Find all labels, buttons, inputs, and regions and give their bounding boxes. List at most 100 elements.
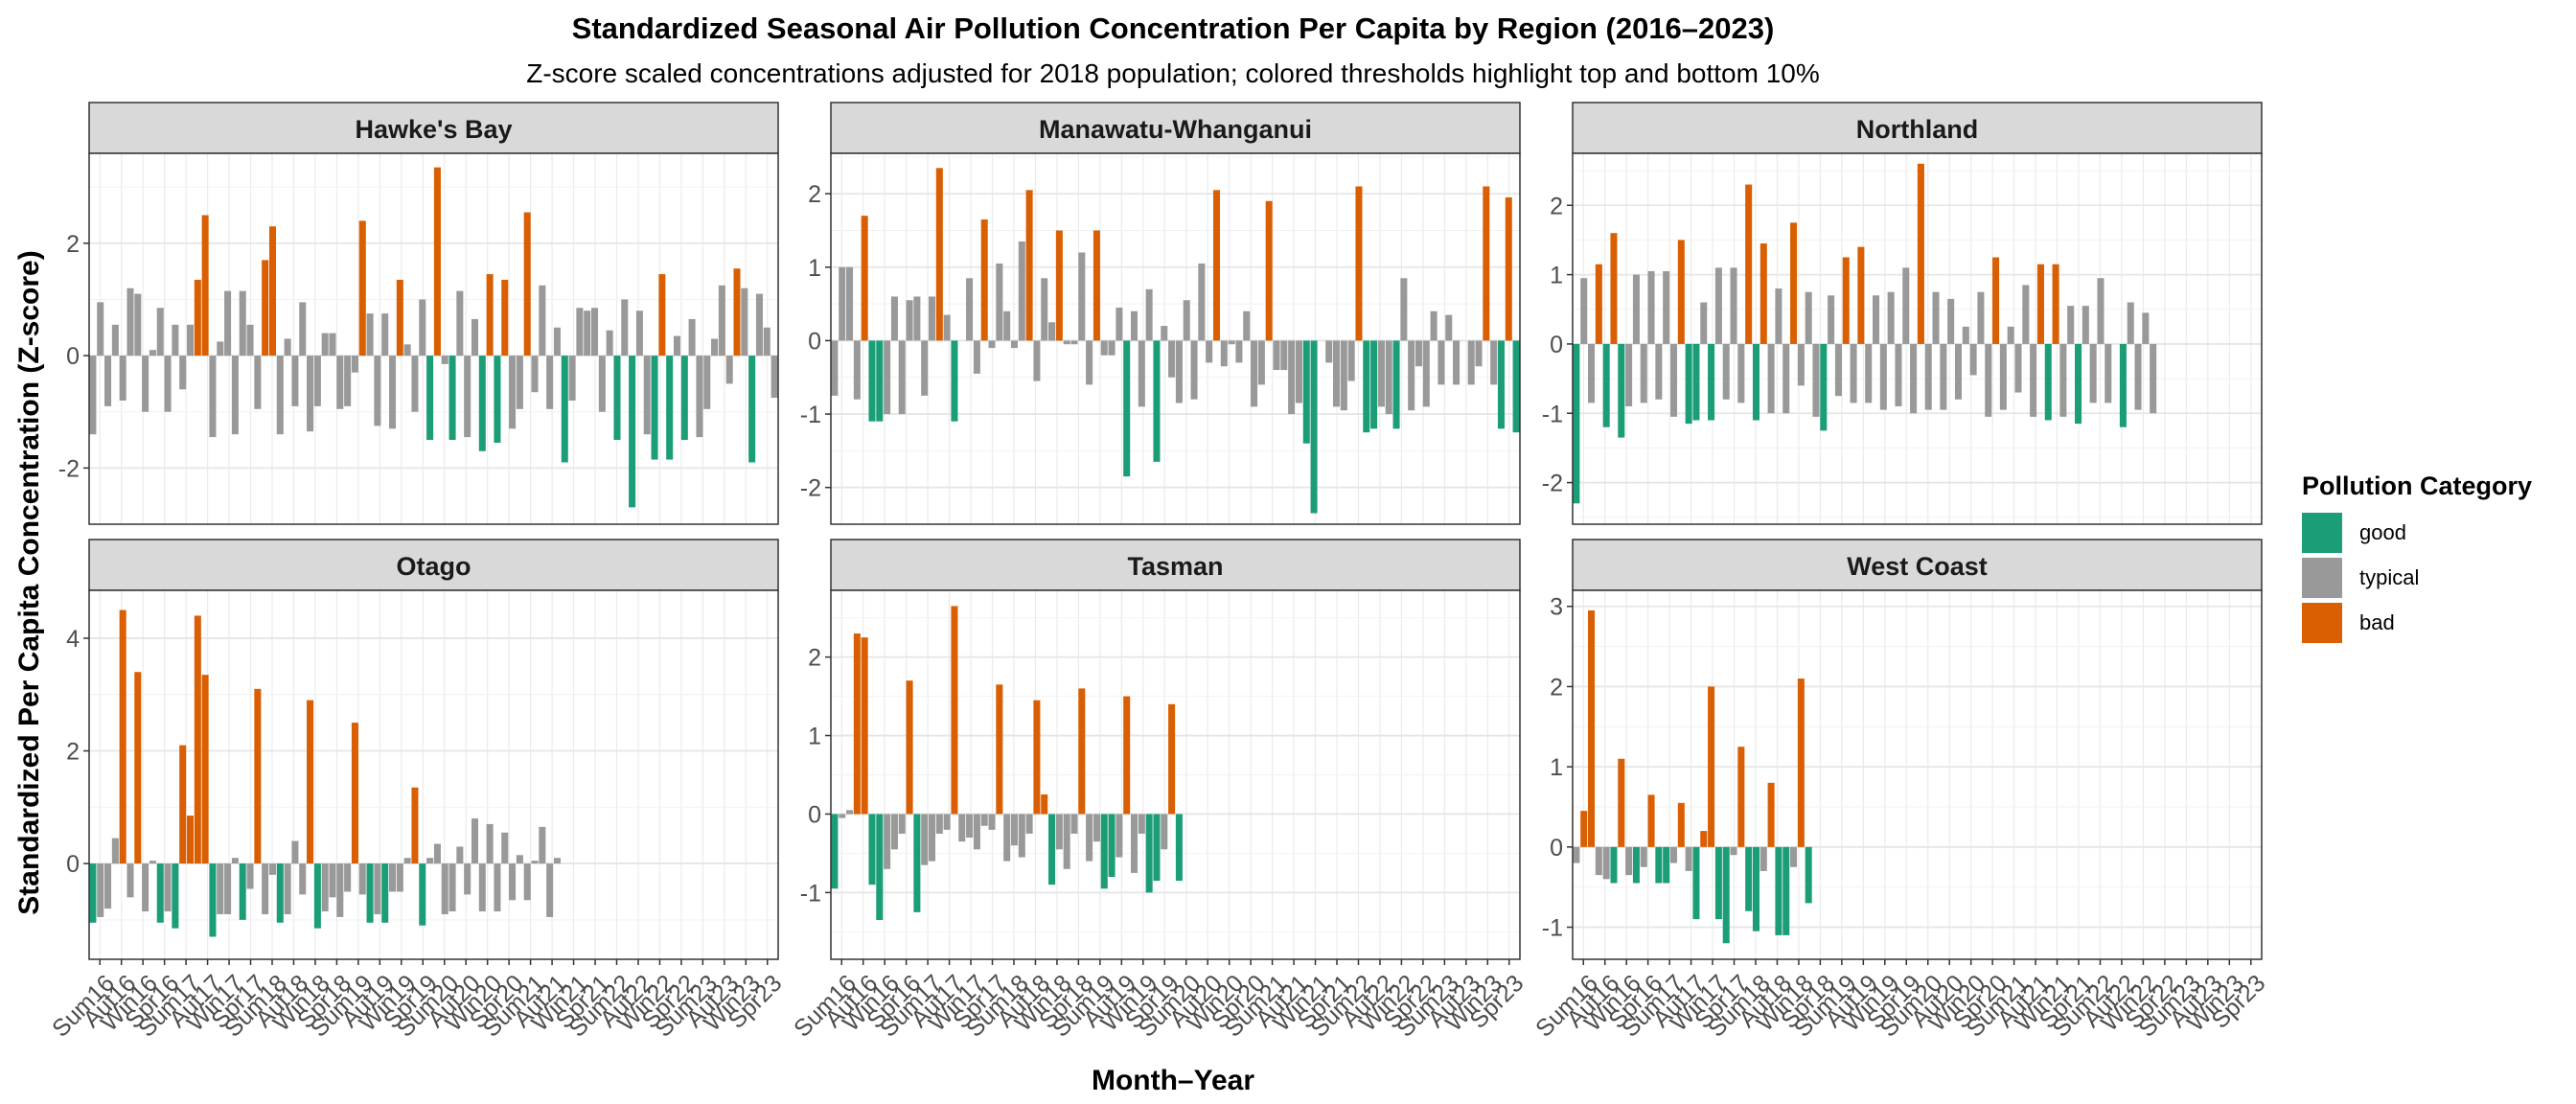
bar [411,787,419,864]
bar [1797,343,1805,386]
bar [1265,200,1273,341]
bar [358,863,366,895]
bar [134,672,142,864]
bar [1033,340,1041,381]
bar [231,858,239,864]
bar [1954,343,1963,400]
bar [411,356,419,412]
bar [1932,291,1940,344]
bar [2082,306,2089,344]
bar [1063,814,1070,869]
bar [156,863,164,923]
y-tick-label: 2 [1550,674,1563,701]
bar [1722,343,1730,400]
bar [119,356,126,401]
bar [748,356,756,463]
bar [568,356,576,401]
bar [584,310,591,356]
bar [1730,267,1737,344]
bar [561,356,568,463]
bar [913,814,921,912]
bar [179,356,187,390]
bar [598,356,606,412]
bar [1280,340,1288,371]
bar [733,268,741,356]
facet-hawke-s-bay: Hawke's Bay -2 0 2 [58,102,779,525]
bar [2030,343,2037,417]
bar [951,606,958,815]
bar [239,863,246,920]
bar [1714,267,1722,344]
bar [486,274,494,356]
bar [1138,814,1145,834]
bar [1588,610,1596,847]
bar [1625,343,1633,407]
bar [1273,340,1280,371]
y-tick-label: 1 [808,255,821,282]
bar [1497,340,1505,429]
bar [1985,343,1992,417]
bar [2036,264,2044,344]
bar [1190,340,1198,400]
bar [1145,288,1153,341]
bar [876,340,884,422]
bar [996,684,1003,815]
bar [494,863,501,912]
bar [2044,343,2052,421]
bar [1363,340,1370,433]
facet-strip-label: Northland [1856,115,1979,144]
bar [1235,340,1243,363]
bar [2150,343,2157,414]
bar [1588,343,1596,403]
y-tick-label: 0 [1550,332,1563,358]
bar [988,814,996,830]
bar [1078,252,1086,341]
bar [1782,343,1790,414]
bar [1175,814,1183,882]
y-tick-label: -1 [1542,915,1563,942]
bar [1086,814,1093,862]
bar [97,863,104,917]
bar [935,814,943,834]
panel-border [1572,589,2263,960]
bar [951,340,958,422]
bar [291,356,299,406]
bar [217,341,224,356]
bar [1355,186,1363,341]
bar [680,356,688,441]
bar [1183,300,1190,341]
legend-label-typical: typical [2359,565,2419,589]
bar [321,333,329,356]
bar [553,858,561,864]
bar [1692,343,1700,421]
bar [935,168,943,341]
legend-title: Pollution Category [2302,472,2532,500]
bar [1805,846,1812,904]
bar [2097,278,2104,344]
chart-title: Standardized Seasonal Air Pollution Conc… [572,12,1775,45]
bar [284,863,291,914]
bar [111,324,119,356]
bar [741,288,748,356]
bar [1003,310,1011,341]
bar [1828,295,1835,344]
bar [1700,302,1708,344]
bar [1685,343,1692,425]
bar [696,356,703,438]
bar [381,313,389,356]
bar [358,220,366,356]
bar [1947,298,1955,344]
bar [126,863,134,898]
bar [1692,846,1700,920]
bar [1108,814,1116,877]
bar [1940,343,1947,410]
bar [142,863,150,912]
y-tick-label: 2 [66,231,80,258]
bar [464,863,472,895]
bar [966,278,974,341]
bar [1663,846,1670,884]
facet-strip [1572,539,2263,591]
bar [1175,340,1183,403]
bar [509,356,517,429]
bar [629,356,636,508]
